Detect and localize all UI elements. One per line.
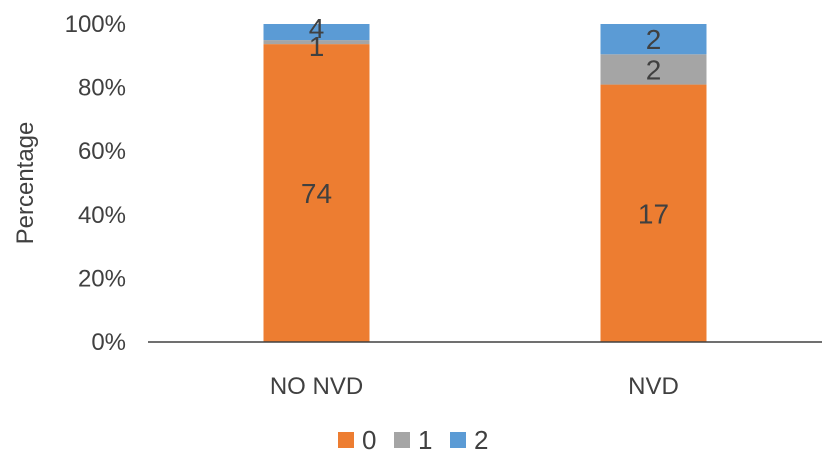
legend-label: 1 xyxy=(418,425,432,455)
legend-swatch xyxy=(338,432,354,448)
bar-segment xyxy=(263,44,370,342)
y-axis-title: Percentage xyxy=(12,122,39,245)
legend-swatch xyxy=(450,432,466,448)
y-axis-ticks: 0% 20% 40% 60% 80% 100% xyxy=(65,11,126,356)
y-tick-label: 0% xyxy=(91,329,126,356)
bar-segment xyxy=(600,84,707,343)
y-tick-label: 80% xyxy=(78,75,126,102)
bars-layer xyxy=(263,24,707,343)
x-axis-ticks: NO NVD NVD xyxy=(270,373,679,400)
y-tick-label: 20% xyxy=(78,265,126,292)
legend-label: 0 xyxy=(362,425,376,455)
data-label: 74 xyxy=(301,178,332,209)
legend-label: 2 xyxy=(474,425,488,455)
x-tick-label: NVD xyxy=(628,373,679,400)
legend: 0 1 2 xyxy=(338,425,488,455)
bar-segment xyxy=(600,24,707,55)
x-tick-label: NO NVD xyxy=(270,373,363,400)
bar-segment xyxy=(263,40,370,45)
y-tick-label: 60% xyxy=(78,138,126,165)
data-label: 4 xyxy=(309,13,325,44)
legend-swatch xyxy=(394,432,410,448)
data-label: 2 xyxy=(646,54,662,85)
bar-segment xyxy=(600,54,707,85)
data-label: 2 xyxy=(646,24,662,55)
y-tick-label: 100% xyxy=(65,11,126,38)
data-label: 17 xyxy=(638,198,669,229)
bar-segment xyxy=(263,24,370,41)
data-label: 1 xyxy=(309,31,325,62)
y-tick-label: 40% xyxy=(78,202,126,229)
data-labels-layer: 74 14 17 22 xyxy=(301,13,669,229)
